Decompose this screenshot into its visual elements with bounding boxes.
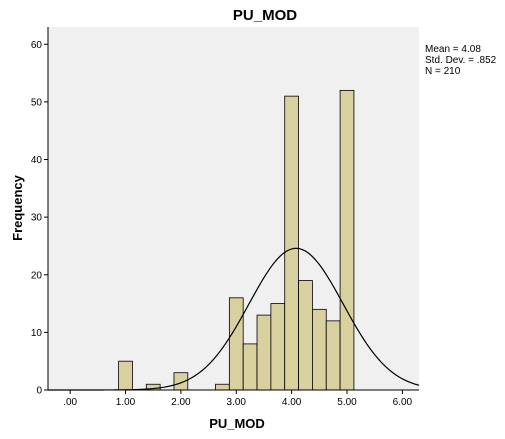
y-tick-label-5: 50 <box>31 97 43 108</box>
histogram-bar-9 <box>298 280 313 391</box>
histogram-bar-6 <box>256 314 272 391</box>
x-axis-label: PU_MOD <box>209 416 265 431</box>
y-axis-label: Frequency <box>10 174 25 241</box>
x-ticks-group: .00 1.00 2.00 3.00 4.00 5.00 6.00 <box>63 390 413 408</box>
x-tick-label-1: 1.00 <box>116 397 136 408</box>
histogram-bar-10 <box>312 308 327 391</box>
chart-title: PU_MOD <box>233 7 297 24</box>
histogram-bar-8 <box>284 95 299 391</box>
y-ticks-group: 0 10 20 30 40 50 60 <box>31 40 48 397</box>
histogram-bar-4 <box>228 297 244 391</box>
x-tick-label-5: 5.00 <box>337 397 357 408</box>
stat-std-dev: Std. Dev. = .852 <box>425 55 497 66</box>
y-tick-label-3: 30 <box>31 213 43 224</box>
x-tick-label-0: .00 <box>63 397 77 408</box>
summary-statistics: Mean = 4.08 Std. Dev. = .852 N = 210 <box>425 44 497 77</box>
y-tick-label-1: 10 <box>31 328 43 339</box>
y-tick-label-0: 0 <box>36 386 42 397</box>
x-tick-label-3: 3.00 <box>227 397 247 408</box>
stat-n: N = 210 <box>425 66 461 77</box>
histogram-bar-12 <box>339 89 355 391</box>
histogram-bar-5 <box>242 343 258 391</box>
histogram-bar-7 <box>270 303 286 391</box>
y-tick-label-4: 40 <box>31 155 43 166</box>
x-tick-label-4: 4.00 <box>282 397 302 408</box>
histogram-bar-0 <box>118 360 133 391</box>
histogram-bar-11 <box>325 320 341 391</box>
y-tick-label-2: 20 <box>31 270 43 281</box>
y-tick-label-6: 60 <box>31 40 43 51</box>
histogram-bar-3 <box>215 383 230 391</box>
x-tick-label-2: 2.00 <box>171 397 191 408</box>
x-tick-label-6: 6.00 <box>393 397 413 408</box>
stat-mean: Mean = 4.08 <box>425 44 481 55</box>
bars-group <box>118 89 355 391</box>
